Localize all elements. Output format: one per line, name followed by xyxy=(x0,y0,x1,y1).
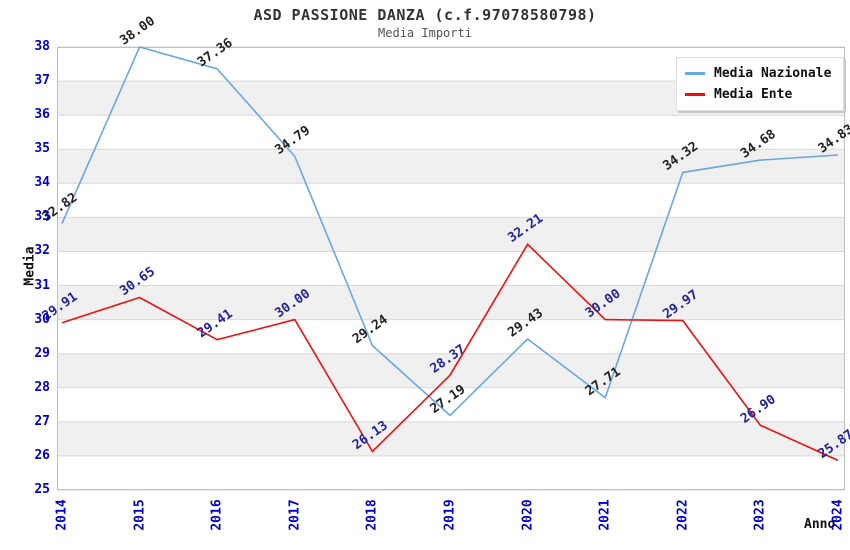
legend-item: Media Ente xyxy=(685,84,831,105)
x-tick-label: 2014 xyxy=(54,499,70,531)
y-tick-label: 34 xyxy=(34,175,50,191)
x-tick-label: 2017 xyxy=(287,499,303,531)
legend-label: Media Ente xyxy=(714,87,793,102)
chart-subtitle: Media Importi xyxy=(378,26,472,40)
series-line-media-ente xyxy=(61,243,839,462)
x-axis-title: Anno xyxy=(804,517,836,532)
x-tick-label: 2019 xyxy=(442,499,458,531)
legend: Media Nazionale Media Ente xyxy=(676,57,845,111)
legend-item: Media Nazionale xyxy=(685,63,831,84)
x-tick-label: 2024 xyxy=(830,499,846,531)
x-tick-label: 2016 xyxy=(209,499,225,531)
y-tick-label: 30 xyxy=(34,311,50,327)
y-tick-label: 26 xyxy=(34,447,50,463)
y-tick-label: 31 xyxy=(34,277,50,293)
y-tick-label: 25 xyxy=(34,482,50,497)
plot-bands xyxy=(57,47,845,490)
legend-marker-media-ente xyxy=(685,93,705,96)
plot-svg: 32.8238.0037.3634.7929.2427.1929.4327.71… xyxy=(40,14,850,491)
x-tick-label: 2015 xyxy=(132,499,148,531)
y-tick-label: 36 xyxy=(34,107,50,123)
y-tick-label: 37 xyxy=(34,73,50,89)
y-tick-label: 29 xyxy=(34,345,50,361)
legend-marker-media-nazionale xyxy=(685,72,705,75)
plot-border xyxy=(57,47,845,490)
x-tick-label: 2018 xyxy=(364,499,380,531)
y-tick-label: 33 xyxy=(34,209,50,225)
y-tick-label: 27 xyxy=(34,413,50,429)
x-tick-label: 2020 xyxy=(520,499,536,531)
chart-title: ASD PASSIONE DANZA (c.f.97078580798) xyxy=(253,6,597,24)
y-tick-label: 28 xyxy=(34,379,50,395)
series-line-media-nazionale xyxy=(61,46,839,417)
y-tick-label: 32 xyxy=(34,243,50,259)
y-tick-label: 38 xyxy=(34,39,50,54)
x-tick-label: 2021 xyxy=(597,499,613,531)
x-tick-label: 2022 xyxy=(675,499,691,531)
y-tick-label: 35 xyxy=(34,141,50,157)
x-tick-label: 2023 xyxy=(752,499,768,531)
legend-label: Media Nazionale xyxy=(714,66,832,81)
